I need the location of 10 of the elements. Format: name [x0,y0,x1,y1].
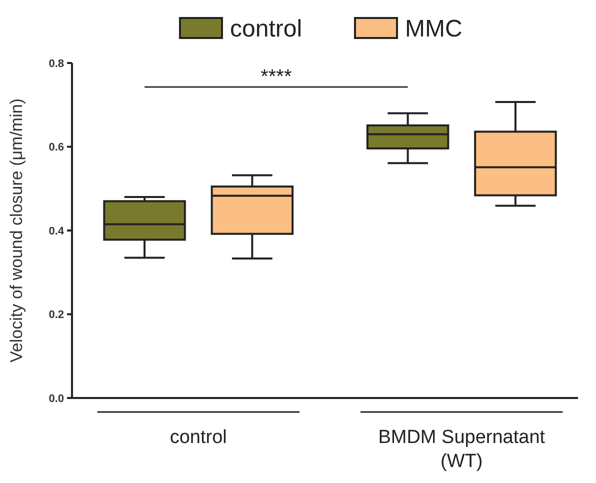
y-tick-label: 0.4 [48,225,65,238]
y-tick-label: 0.6 [48,142,64,154]
y-axis-title: Velocity of wound closure (μm/min) [7,98,26,362]
legend-label: control [230,15,302,42]
annotation: **** [260,66,292,88]
legend-label: MMC [405,15,462,42]
x-tick-label: BMDM Supernatant (WT) [378,427,546,472]
y-tick-label: 0.0 [48,392,64,405]
y-tick-label: 0.2 [48,309,64,322]
y-tick-label: 0.8 [48,58,64,70]
